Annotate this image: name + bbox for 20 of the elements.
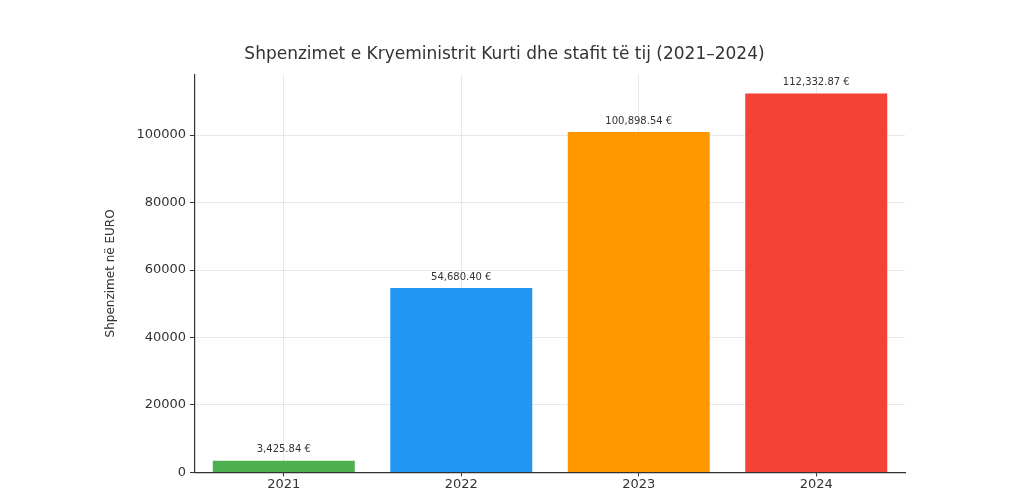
- x-tick-label: 2022: [444, 475, 478, 491]
- y-tick-label: 0: [177, 463, 187, 479]
- y-tick-label: 100000: [136, 126, 187, 142]
- y-tick-label: 80000: [144, 193, 187, 209]
- bar: [745, 93, 888, 472]
- bar: [390, 287, 533, 472]
- bar: [212, 460, 355, 472]
- chart-title: Shpenzimet e Kryeministrit Kurti dhe stafit të tij (2021–2024): [244, 42, 765, 63]
- x-tick-label: 2023: [622, 475, 656, 491]
- y-axis-title: Shpenzimet në EURO: [103, 209, 118, 338]
- x-tick-label: 2024: [799, 475, 833, 491]
- data-label: 54,680.40 €: [431, 270, 492, 282]
- y-tick-label: 20000: [144, 396, 187, 412]
- data-label: 112,332.87 €: [782, 76, 850, 88]
- data-label: 100,898.54 €: [605, 114, 673, 126]
- y-tick-label: 60000: [144, 261, 187, 277]
- bar: [567, 132, 710, 472]
- x-tick-label: 2021: [267, 475, 301, 491]
- y-tick-label: 40000: [144, 328, 187, 344]
- data-label: 3,425.84 €: [256, 443, 311, 455]
